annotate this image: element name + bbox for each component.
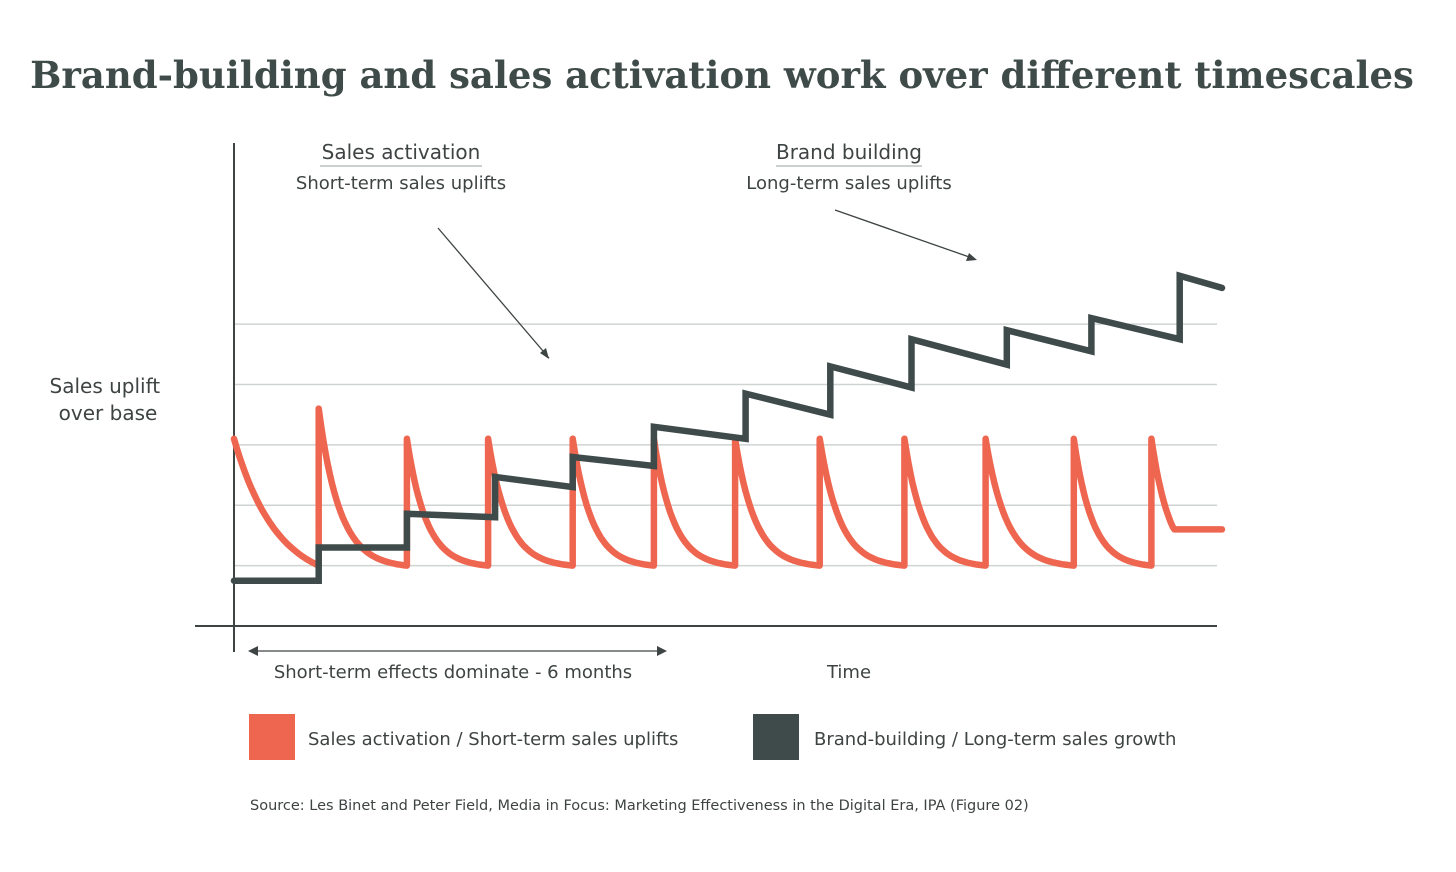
source-note: Source: Les Binet and Peter Field, Media…	[250, 798, 1029, 814]
annotation-sales-activation-pointer	[437, 227, 550, 359]
annotation-brand-building-pointer	[834, 209, 976, 260]
short-term-span-label: Short-term effects dominate - 6 months	[274, 662, 632, 683]
legend-swatch-brand-building	[753, 714, 799, 760]
legend-label-brand-building: Brand-building / Long-term sales growth	[814, 729, 1176, 750]
annotation-sales-activation-subheading: Short-term sales uplifts	[296, 173, 506, 194]
annotation-sales-activation-arrowhead	[540, 348, 549, 359]
y-axis-label-line-1: Sales uplift	[50, 374, 161, 398]
series-line-sales-activation	[230, 405, 1226, 569]
y-axis-label: Sales uplift over base	[50, 374, 167, 425]
short-term-span-arrowhead-left	[248, 646, 258, 656]
x-axis-label: Time	[826, 662, 871, 683]
short-term-span-arrowhead-right	[657, 646, 667, 656]
annotation-brand-building-subheading: Long-term sales uplifts	[746, 173, 951, 194]
chart-title: Brand-building and sales activation work…	[30, 53, 1414, 97]
legend: Sales activation / Short-term sales upli…	[249, 714, 1176, 760]
annotation-sales-activation-heading: Sales activation	[322, 140, 481, 164]
legend-label-sales-activation: Sales activation / Short-term sales upli…	[308, 729, 678, 750]
annotation-brand-building-heading: Brand building	[776, 140, 922, 164]
legend-swatch-sales-activation	[249, 714, 295, 760]
gridlines	[234, 323, 1217, 567]
annotation-brand-building-arrowhead	[966, 253, 977, 261]
y-axis-label-line-2: over base	[59, 401, 158, 425]
series-line-brand-building	[230, 271, 1226, 584]
